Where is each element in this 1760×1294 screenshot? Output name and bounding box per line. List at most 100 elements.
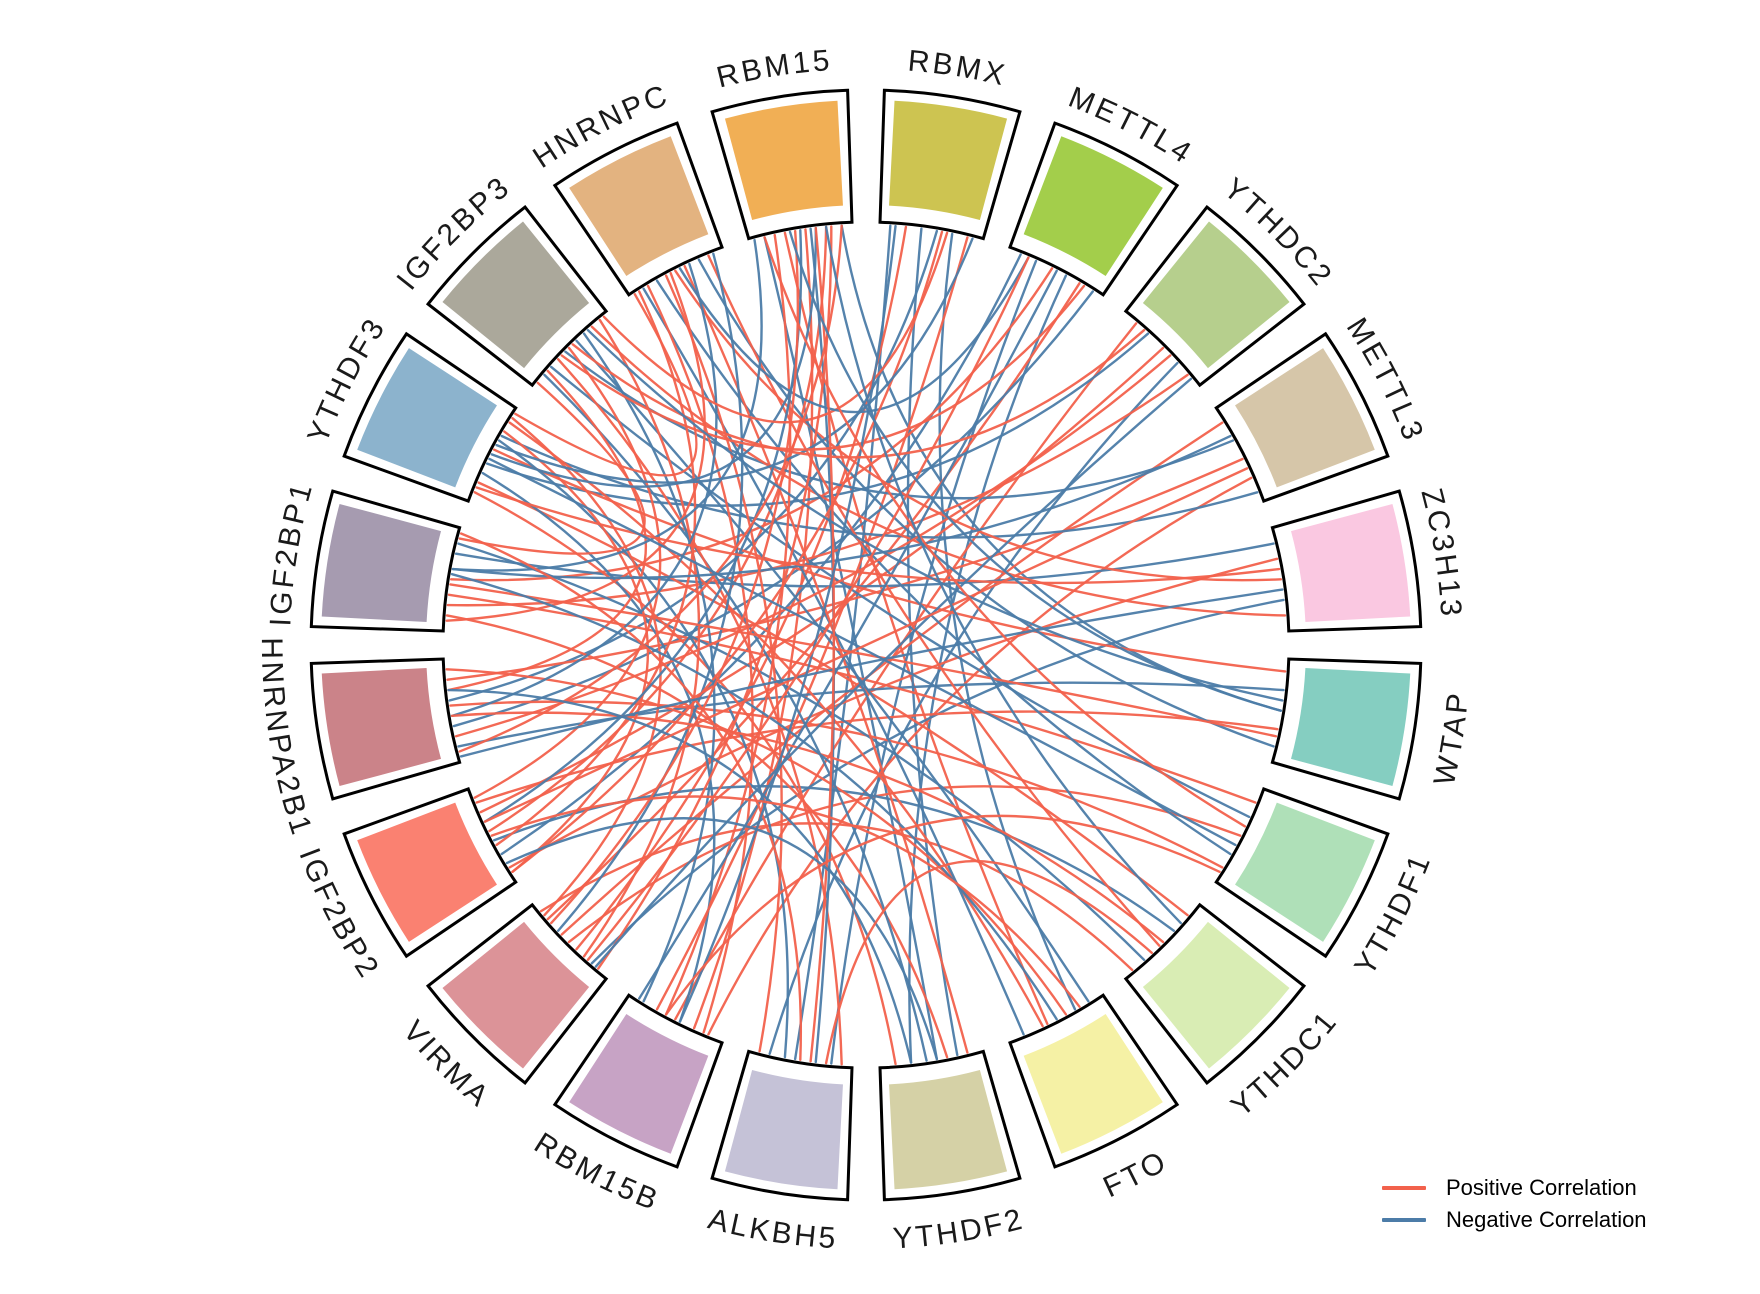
sector-fill-METTL4: [1023, 136, 1163, 276]
chord-VIRMA-HNRNPC-negative: [556, 252, 744, 932]
chord-VIRMA-YTHDF3-positive: [511, 417, 662, 917]
chord-WTAP-HNRNPC-negative: [697, 258, 1275, 748]
sector-fill-FTO: [1023, 1014, 1163, 1154]
sector-fill-IGF2BP3: [442, 221, 590, 369]
chord-IGF2BP1-RBM15-negative: [451, 238, 763, 572]
sector-fill-IGF2BP1: [321, 503, 441, 622]
sector-fill-YTHDF2: [889, 1070, 1008, 1190]
chord-ALKBH5-IGF2BP1-positive: [459, 532, 803, 1062]
chord-METTL4-IGF2BP3-positive: [560, 284, 1086, 451]
chord-YTHDF2-IGF2BP2-negative: [505, 817, 939, 1061]
chord-YTHDF1-HNRNPC-negative: [655, 279, 1232, 856]
chord-WTAP-IGF2BP1-positive: [449, 583, 1278, 738]
positive-correlation-line-swatch: [1382, 1186, 1426, 1190]
chord-YTHDF2-HNRNPA2B1-negative: [447, 688, 913, 1064]
sector-RBM15: RBM15: [710, 44, 854, 241]
sectors: RBMXMETTL4YTHDC2METTL3ZC3H13WTAPYTHDF1YT…: [255, 44, 1472, 1256]
chord-WTAP-IGF2BP2-positive: [475, 710, 1279, 804]
chord-FTO-IGF2BP1-negative: [450, 572, 1058, 1021]
negative-correlation-line-swatch: [1382, 1218, 1426, 1222]
chord-HNRNPA2B1-IGF2BP3-positive: [447, 369, 648, 692]
chord-METTL4-RBM15B-negative: [638, 269, 1058, 1000]
chord-METTL3-IGF2BP1-negative: [451, 434, 1232, 580]
legend-item-positive: Positive Correlation: [1382, 1175, 1647, 1200]
chords: [445, 224, 1287, 1066]
sector-ZC3H13: ZC3H13: [1270, 485, 1467, 633]
sector-fill-RBM15: [724, 100, 843, 220]
sector-label-FTO: FTO: [1098, 1144, 1173, 1204]
chord-RBM15-IGF2BP2-positive: [488, 225, 828, 833]
chord-FTO-YTHDF3-positive: [508, 421, 1044, 1028]
chord-YTHDF3-HNRNPC-positive: [514, 293, 698, 477]
sector-fill-ZC3H13: [1291, 503, 1411, 622]
chord-YTHDF2-IGF2BP1-positive: [445, 614, 949, 1059]
sector-HNRNPC: HNRNPC: [527, 78, 724, 297]
chord-ZC3H13-HNRNPC-positive: [674, 269, 1283, 582]
sector-RBMX: RBMX: [878, 44, 1022, 241]
sector-WTAP: WTAP: [1270, 657, 1472, 801]
sector-fill-YTHDF3: [357, 348, 497, 488]
chord-YTHDC2-IGF2BP2-positive: [479, 346, 1165, 814]
chord-METTL4-YTHDF2-negative: [908, 274, 1068, 1064]
sector-fill-YTHDF1: [1235, 802, 1375, 942]
negative-correlation-label: Negative Correlation: [1446, 1207, 1647, 1232]
chord-RBM15-YTHDF2-negative: [763, 236, 939, 1061]
chord-YTHDF1-IGF2BP3-negative: [550, 365, 1251, 819]
chord-FTO-IGF2BP3-negative: [575, 339, 1090, 1003]
sector-label-RBM15: RBM15: [713, 44, 833, 95]
chord-YTHDF2-HNRNPC-positive: [683, 264, 969, 1054]
chord-YTHDC1-VIRMA-positive: [539, 822, 1134, 972]
chord-RBM15-FTO-positive: [783, 231, 1049, 1026]
chord-ZC3H13-YTHDF3-positive: [475, 486, 1281, 585]
sector-fill-YTHDC1: [1142, 921, 1290, 1069]
chord-METTL3-HNRNPA2B1-positive: [446, 457, 1244, 681]
sector-fill-HNRNPA2B1: [321, 668, 441, 787]
chord-YTHDC1-RBM15-negative: [824, 225, 1182, 925]
chord-YTHDF1-RBM15B-positive: [664, 814, 1221, 1016]
chord-ALKBH5-IGF2BP3-positive: [556, 358, 843, 1066]
chord-YTHDC2-IGF2BP3-positive: [571, 329, 1146, 459]
sector-IGF2BP1: IGF2BP1: [264, 478, 462, 633]
sector-METTL4: METTL4: [1008, 81, 1196, 297]
chord-RBM15B-RBM15-positive: [664, 233, 792, 1016]
chord-YTHDC1-ALKBH5-positive: [824, 859, 1153, 1065]
sector-fill-VIRMA: [442, 921, 590, 1069]
chord-RBMX-RBM15B-negative: [678, 224, 897, 1023]
chord-METTL3-RBM15B-positive: [707, 476, 1253, 1036]
chord-ZC3H13-HNRNPA2B1-negative: [459, 588, 1284, 758]
sector-ALKBH5: ALKBH5: [705, 1049, 854, 1255]
sector-label-ALKBH5: ALKBH5: [705, 1202, 840, 1255]
chord-METTL3-IGF2BP2-positive: [483, 467, 1249, 823]
chord-FTO-IGF2BP2-positive: [490, 795, 1081, 1008]
legend: Positive Correlation Negative Correlatio…: [1382, 1175, 1647, 1232]
sector-fill-YTHDC2: [1142, 221, 1290, 369]
chord-METTL3-YTHDF3-negative: [500, 434, 1259, 539]
sector-label-ZC3H13: ZC3H13: [1414, 485, 1467, 620]
chord-YTHDF1-YTHDF3-negative: [488, 457, 1237, 847]
chord-FTO-HNRNPA2B1-positive: [445, 668, 1068, 1016]
chord-YTHDF2-IGF2BP3-negative: [543, 373, 928, 1062]
sector-YTHDF2: YTHDF2: [878, 1049, 1025, 1255]
chord-ZC3H13-IGF2BP1-negative: [454, 542, 1275, 588]
chord-YTHDC1-YTHDF3-positive: [477, 481, 1189, 917]
chord-RBM15-ALKBH5-positive: [809, 226, 836, 1063]
sector-METTL3: METTL3: [1214, 312, 1427, 503]
chord-VIRMA-IGF2BP3-positive: [582, 318, 701, 958]
sector-fill-RBMX: [889, 100, 1008, 220]
positive-correlation-label: Positive Correlation: [1446, 1175, 1637, 1200]
sector-fill-METTL3: [1235, 348, 1375, 488]
chord-RBMX-HNRNPA2B1-negative: [448, 229, 939, 702]
chord-YTHDC1-HNRNPA2B1-positive: [450, 711, 1165, 944]
chord-ZC3H13-VIRMA-negative: [590, 598, 1285, 965]
chord-RBM15-VIRMA-positive: [550, 229, 799, 925]
sector-fill-HNRNPC: [569, 136, 709, 276]
chord-HNRNPA2B1-HNRNPC-negative: [450, 262, 718, 718]
chord-YTHDC2-VIRMA-negative: [594, 377, 1193, 968]
chord-METTL4-VIRMA-positive: [586, 256, 1030, 961]
chord-YTHDF1-RBM15-positive: [763, 236, 1247, 828]
sector-label-RBMX: RBMX: [906, 44, 1010, 92]
sector-fill-RBM15B: [569, 1014, 709, 1154]
chord-RBMX-IGF2BP2-positive: [511, 230, 944, 873]
